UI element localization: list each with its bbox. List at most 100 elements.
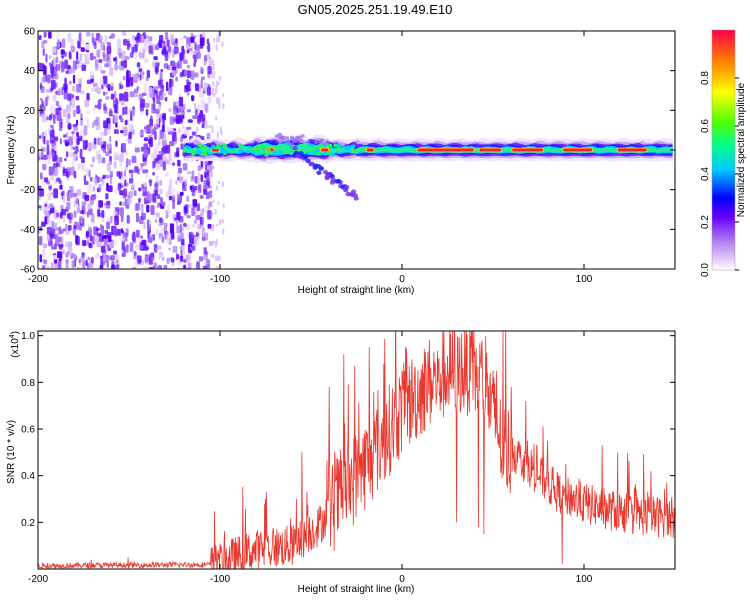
noise-cell	[58, 226, 62, 235]
noise-cell	[215, 116, 218, 121]
noise-cell	[126, 40, 130, 50]
noise-cell	[177, 200, 181, 205]
noise-cell	[69, 216, 72, 224]
noise-cell	[53, 188, 58, 199]
noise-cell	[52, 94, 57, 102]
noise-cell	[148, 266, 154, 269]
noise-cell	[177, 128, 182, 133]
noise-cell	[44, 159, 50, 165]
noise-cell	[64, 59, 69, 70]
noise-cell	[156, 164, 161, 170]
noise-cell	[80, 265, 84, 269]
noise-cell	[106, 260, 109, 268]
noise-cell	[161, 150, 166, 156]
noise-cell	[99, 131, 105, 136]
band-speckle	[289, 135, 295, 140]
snr-xlabel: Height of straight line (km)	[298, 584, 415, 595]
noise-cell	[206, 258, 210, 265]
noise-cell	[161, 201, 166, 207]
noise-cell	[216, 131, 219, 139]
noise-cell	[154, 131, 157, 140]
noise-cell	[88, 242, 92, 249]
noise-cell	[137, 260, 141, 265]
noise-cell	[39, 172, 43, 180]
noise-cell	[90, 88, 96, 92]
noise-cell	[80, 90, 85, 95]
band-speckle	[350, 144, 356, 149]
noise-cell	[126, 215, 130, 224]
noise-cell	[159, 72, 163, 82]
noise-cell	[158, 180, 161, 187]
noise-cell	[118, 82, 122, 90]
noise-cell	[114, 185, 118, 193]
noise-cell	[95, 236, 98, 244]
noise-cell	[120, 237, 126, 243]
noise-cell	[207, 210, 212, 220]
snr-xtick-label: -100	[210, 574, 230, 585]
noise-cell	[186, 79, 190, 83]
noise-cell	[84, 100, 89, 108]
noise-cell	[144, 129, 149, 134]
noise-cell	[38, 205, 42, 209]
noise-cell	[155, 142, 160, 152]
snr-series-line	[38, 331, 675, 569]
snr-ytick-label: 1.0	[21, 331, 35, 342]
noise-cell	[143, 245, 148, 251]
noise-cell	[39, 254, 42, 263]
noise-cell	[93, 137, 97, 145]
noise-cell	[54, 262, 59, 269]
noise-cell	[41, 221, 46, 227]
noise-cell	[163, 46, 166, 54]
noise-cell	[66, 201, 71, 210]
noise-cell	[215, 43, 218, 51]
noise-cell	[149, 220, 152, 228]
band-speckle	[323, 151, 328, 156]
noise-cell	[83, 175, 87, 182]
noise-cell	[46, 180, 51, 185]
noise-cell	[186, 195, 189, 203]
noise-cell	[168, 247, 171, 251]
noise-cell	[203, 189, 207, 196]
noise-cell	[60, 192, 64, 196]
noise-cell	[212, 199, 215, 204]
noise-cell	[42, 105, 47, 112]
snr-ytick-label: 0.6	[21, 425, 35, 436]
noise-cell	[152, 193, 157, 203]
noise-cell	[70, 67, 76, 74]
noise-cell	[152, 97, 156, 102]
noise-cell	[47, 154, 52, 160]
noise-cell	[196, 52, 201, 59]
noise-cell	[216, 36, 219, 43]
noise-cell	[157, 104, 162, 110]
noise-cell	[87, 223, 91, 230]
noise-cell	[46, 139, 49, 146]
noise-cell	[80, 113, 83, 120]
spectrogram-xtick-label: 100	[576, 274, 593, 285]
noise-cell	[137, 168, 141, 175]
noise-cell	[45, 210, 50, 218]
noise-cell	[42, 243, 48, 249]
snr-frame	[37, 330, 676, 570]
noise-cell	[77, 61, 82, 69]
noise-cell	[50, 104, 56, 114]
noise-cell	[138, 187, 142, 192]
noise-cell	[55, 107, 60, 115]
noise-cell	[173, 127, 176, 132]
noise-cell	[79, 210, 85, 215]
noise-cell	[101, 84, 104, 90]
band-speckle	[264, 152, 269, 157]
noise-cell	[182, 265, 187, 269]
noise-cell	[153, 86, 158, 96]
colorbar-tick-label: 0.2	[700, 215, 711, 229]
band-speckle	[279, 135, 285, 140]
noise-cell	[197, 44, 201, 53]
noise-cell	[158, 234, 161, 240]
noise-cell	[167, 204, 171, 214]
noise-cell	[211, 212, 214, 216]
noise-cell	[218, 256, 221, 262]
noise-cell	[127, 197, 132, 204]
noise-cell	[204, 103, 208, 112]
noise-cell	[81, 165, 86, 173]
noise-cell	[184, 183, 187, 188]
noise-cell	[147, 237, 153, 243]
